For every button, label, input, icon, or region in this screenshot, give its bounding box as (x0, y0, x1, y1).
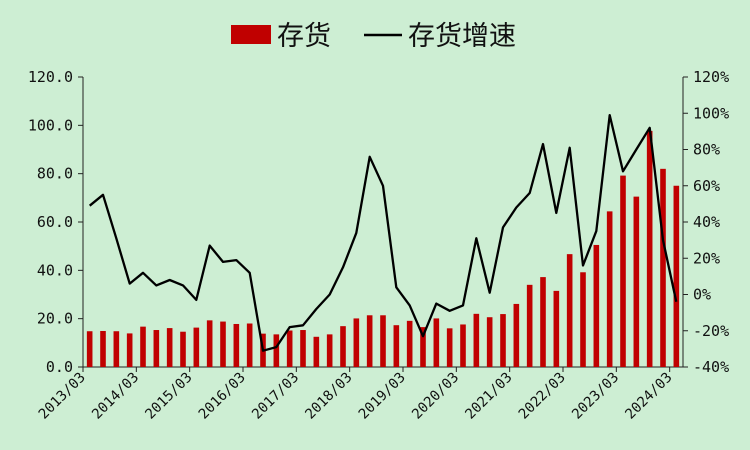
right-tick-label: 120% (693, 68, 729, 86)
left-tick-label: 120.0 (28, 68, 73, 86)
x-tick-label: 2021/03 (462, 370, 515, 423)
x-tick-label: 2024/03 (622, 370, 675, 423)
legend: 存货 存货增速 (231, 21, 516, 52)
bar (446, 328, 453, 367)
bar (153, 330, 160, 367)
bar (606, 211, 613, 367)
bar (660, 168, 666, 367)
bar (420, 327, 426, 367)
x-tick-label: 2020/03 (409, 370, 462, 423)
bar (526, 284, 533, 367)
bar (180, 331, 186, 367)
right-tick-label: -40% (693, 358, 729, 376)
left-axis-ticks: 0.0 20.0 40.0 60.0 80.0 100.0 120.0 (28, 68, 83, 376)
bar (113, 331, 120, 367)
bar (126, 333, 133, 367)
bar (246, 323, 253, 367)
bar (233, 323, 240, 367)
bar (620, 175, 626, 367)
x-axis-ticks: 2013/03 2014/03 2015/03 2016/03 2017/03 2018/… (36, 367, 675, 423)
x-tick-label: 2017/03 (249, 370, 302, 423)
bar (460, 324, 466, 367)
left-tick-label: 60.0 (37, 213, 73, 231)
bar (313, 336, 320, 367)
bar (393, 325, 400, 367)
bar (540, 277, 546, 367)
bar (166, 328, 173, 367)
bar (100, 330, 106, 367)
x-tick-label: 2018/03 (302, 370, 355, 423)
right-tick-label: 40% (693, 213, 720, 231)
bar (353, 318, 360, 367)
bar (220, 321, 226, 367)
x-tick-label: 2016/03 (196, 370, 249, 423)
bar (566, 254, 573, 367)
bar (673, 185, 680, 367)
legend-bar-swatch (231, 25, 271, 44)
right-axis-ticks: -40% -20% 0% 20% 40% 60% 80% 100% 120% (683, 68, 729, 376)
bar (286, 330, 293, 367)
bar-series (86, 130, 680, 367)
x-tick-label: 2019/03 (356, 370, 409, 423)
line-series (88, 113, 678, 352)
right-tick-label: 0% (693, 286, 711, 304)
x-tick-label: 2023/03 (569, 370, 622, 423)
bar (340, 326, 346, 367)
bar (500, 314, 506, 367)
left-tick-label: 40.0 (37, 261, 73, 279)
bar (206, 320, 213, 367)
right-tick-label: 60% (693, 177, 720, 195)
bar (326, 334, 333, 367)
bar (380, 315, 386, 367)
bar (433, 318, 440, 367)
bar (473, 313, 480, 367)
left-tick-label: 80.0 (37, 165, 73, 183)
bar (633, 196, 640, 367)
bar (300, 330, 306, 367)
bar (580, 272, 586, 367)
legend-label-inventory-growth: 存货增速 (408, 21, 516, 52)
bar (140, 326, 146, 367)
right-tick-label: 100% (693, 104, 729, 122)
bar (593, 244, 600, 367)
x-tick-label: 2013/03 (36, 370, 89, 423)
bar (486, 317, 493, 367)
bar (193, 327, 200, 367)
bar (273, 334, 280, 367)
left-tick-label: 0.0 (46, 358, 73, 376)
right-tick-label: 20% (693, 249, 720, 267)
right-tick-label: 80% (693, 141, 720, 159)
bar (406, 320, 413, 367)
growth-line (88, 113, 678, 352)
x-tick-label: 2014/03 (89, 370, 142, 423)
right-tick-label: -20% (693, 322, 729, 340)
bar (553, 290, 560, 367)
x-tick-label: 2022/03 (516, 370, 569, 423)
bar (86, 331, 93, 367)
left-tick-label: 100.0 (28, 116, 73, 134)
bar (366, 315, 373, 367)
legend-label-inventory: 存货 (277, 21, 331, 52)
bar (646, 130, 653, 367)
x-tick-label: 2015/03 (142, 370, 195, 423)
bar (513, 303, 520, 367)
left-tick-label: 20.0 (37, 310, 73, 328)
